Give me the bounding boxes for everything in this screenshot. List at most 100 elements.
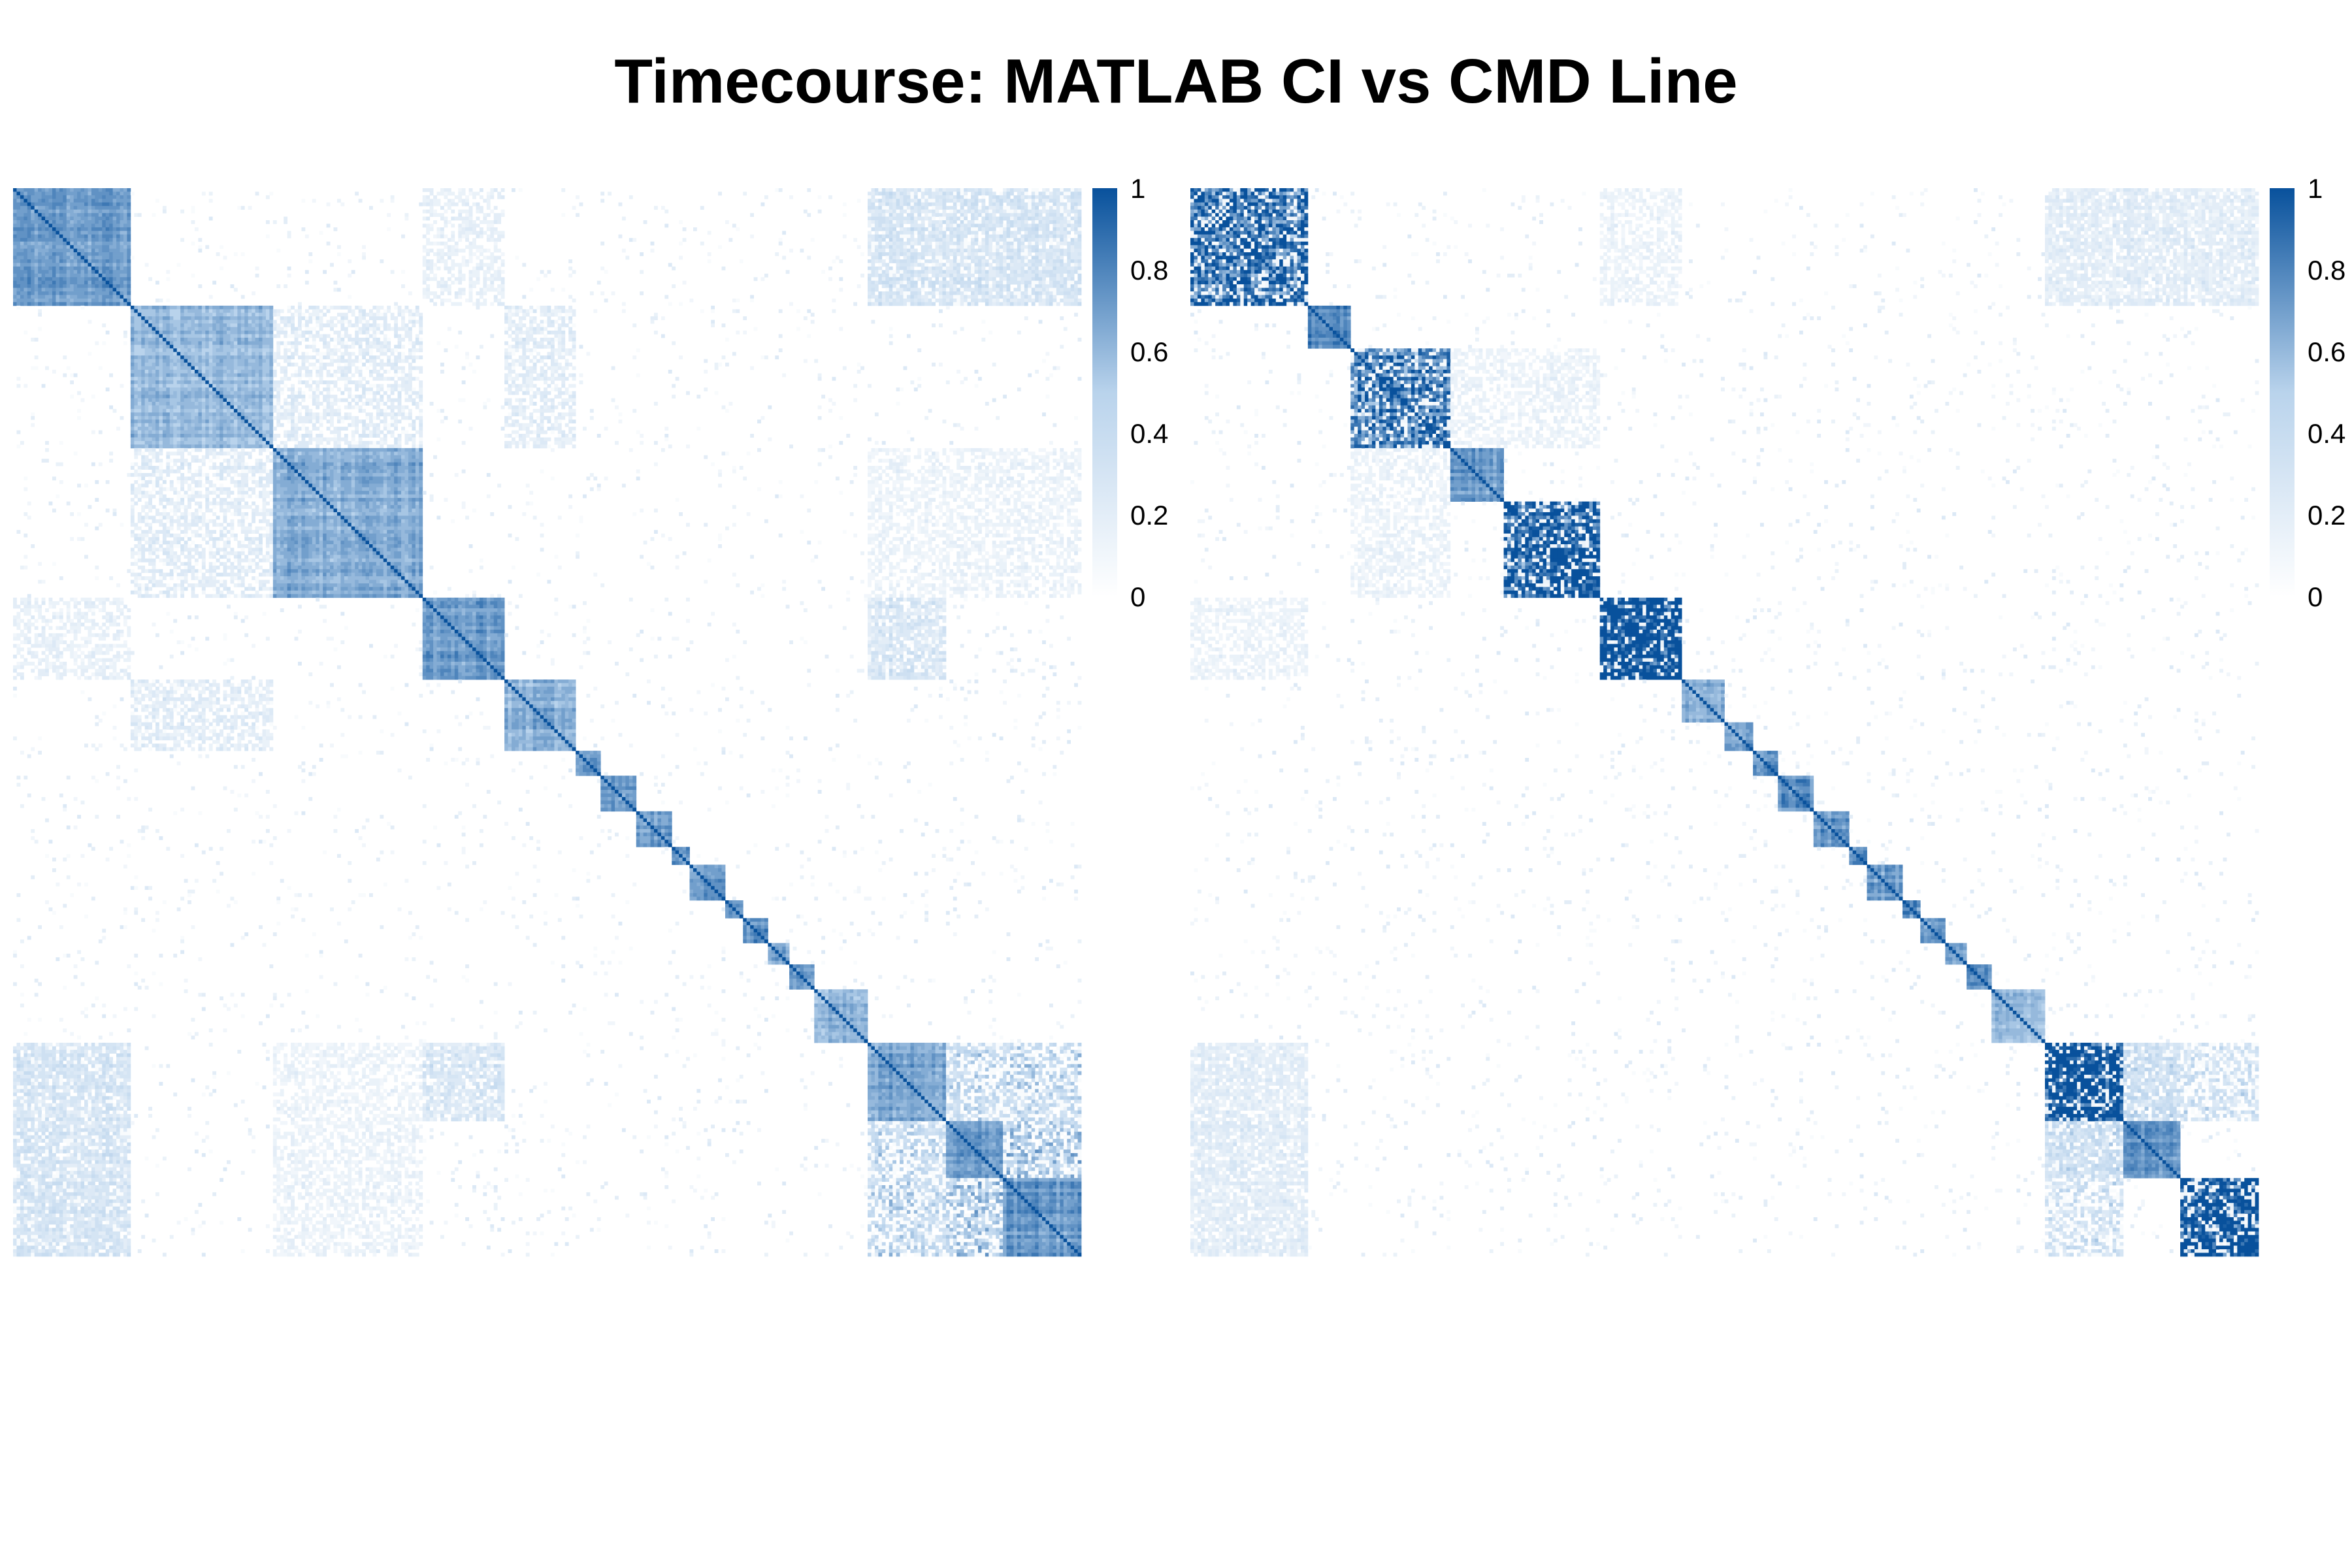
heatmap-cell xyxy=(269,191,273,195)
heatmap-cell xyxy=(1013,213,1017,217)
heatmap-cell xyxy=(889,191,893,195)
heatmap-cell xyxy=(209,391,216,395)
heatmap-cell xyxy=(202,373,209,377)
heatmap-cell xyxy=(558,345,562,349)
heatmap-cell xyxy=(45,188,49,192)
heatmap-cell xyxy=(1067,213,1071,217)
heatmap-cell xyxy=(88,199,91,203)
heatmap-cell xyxy=(113,288,117,292)
heatmap-cell xyxy=(458,191,465,195)
heatmap-cell xyxy=(1056,227,1060,231)
heatmap-cell xyxy=(220,380,223,384)
heatmap-cell xyxy=(269,370,273,374)
heatmap-cell xyxy=(875,231,879,235)
heatmap-cell xyxy=(376,348,380,352)
heatmap-cell xyxy=(56,213,59,217)
heatmap-cell xyxy=(106,263,110,267)
heatmap-cell xyxy=(113,227,117,231)
heatmap-cell xyxy=(42,277,46,281)
heatmap-cell xyxy=(348,405,351,409)
heatmap-cell xyxy=(170,306,177,310)
heatmap-cell xyxy=(629,238,633,242)
heatmap-cell xyxy=(572,323,576,327)
heatmap-cell xyxy=(946,188,957,192)
heatmap-cell xyxy=(391,195,395,199)
heatmap-cell xyxy=(241,313,245,317)
heatmap-cell xyxy=(120,259,124,263)
heatmap-cell xyxy=(981,191,985,195)
heatmap-cell xyxy=(177,352,181,356)
heatmap-cell xyxy=(391,348,395,352)
heatmap-cell xyxy=(547,323,555,327)
heatmap-cell xyxy=(27,249,31,253)
heatmap-cell xyxy=(202,331,206,335)
heatmap-cell xyxy=(953,284,957,288)
heatmap-cell xyxy=(84,213,88,217)
heatmap-cell xyxy=(230,405,234,409)
heatmap-cell xyxy=(230,323,237,327)
heatmap-cell xyxy=(372,338,376,342)
heatmap-cell xyxy=(1032,256,1039,260)
heatmap-cell xyxy=(885,220,889,224)
heatmap-cell xyxy=(561,399,576,402)
heatmap-cell xyxy=(960,302,964,306)
heatmap-cell xyxy=(1060,245,1064,249)
heatmap-cell xyxy=(230,370,234,374)
heatmap-cell xyxy=(191,210,195,214)
heatmap-cell xyxy=(775,188,779,192)
heatmap-cell xyxy=(1010,259,1014,263)
heatmap-cell xyxy=(38,231,49,235)
heatmap-cell xyxy=(551,331,562,335)
heatmap-cell xyxy=(426,231,430,235)
heatmap-cell xyxy=(512,188,515,192)
heatmap-cell xyxy=(928,217,932,221)
heatmap-cell xyxy=(95,206,120,210)
heatmap-cell xyxy=(387,348,391,352)
heatmap-cell xyxy=(683,227,687,231)
heatmap-cell xyxy=(327,380,334,384)
heatmap-cell xyxy=(917,299,921,302)
heatmap-cell xyxy=(1074,245,1081,249)
heatmap-cell xyxy=(376,313,380,317)
heatmap-cell xyxy=(35,291,39,295)
heatmap-cell xyxy=(981,295,985,299)
heatmap-cell xyxy=(1042,227,1046,231)
heatmap-cell xyxy=(280,409,284,413)
heatmap-cell xyxy=(159,345,163,349)
heatmap-cell xyxy=(102,210,109,214)
heatmap-cell xyxy=(109,217,113,221)
heatmap-cell xyxy=(155,387,159,391)
heatmap-cell xyxy=(1007,199,1011,203)
heatmap-cell xyxy=(16,195,20,199)
heatmap-cell xyxy=(141,377,145,381)
heatmap-cell xyxy=(237,313,241,317)
heatmap-cell xyxy=(889,274,893,278)
heatmap-cell xyxy=(465,224,469,228)
heatmap-cell xyxy=(191,363,203,367)
heatmap-cell xyxy=(904,295,907,299)
heatmap-cell xyxy=(1007,259,1011,263)
heatmap-cell xyxy=(248,380,252,384)
heatmap-cell xyxy=(95,256,102,260)
heatmap-cell xyxy=(234,409,238,413)
heatmap-cell xyxy=(455,217,469,221)
heatmap-cell xyxy=(269,345,273,349)
heatmap-cell xyxy=(340,334,344,338)
heatmap-cell xyxy=(508,373,512,377)
heatmap-cell xyxy=(127,238,131,242)
heatmap-cell xyxy=(1078,284,1082,288)
heatmap-cell xyxy=(904,288,907,292)
heatmap-cell xyxy=(255,313,259,317)
heatmap-cell xyxy=(391,367,395,370)
heatmap-cell xyxy=(31,270,35,274)
heatmap-cell xyxy=(56,191,67,195)
heatmap-cell xyxy=(148,377,159,381)
heatmap-cell xyxy=(212,384,216,388)
heatmap-cell xyxy=(237,387,241,391)
heatmap-cell xyxy=(878,281,882,285)
heatmap-cell xyxy=(188,395,191,399)
heatmap-cell xyxy=(220,399,223,402)
heatmap-cell xyxy=(885,195,889,199)
heatmap-cell xyxy=(910,302,914,306)
heatmap-cell xyxy=(988,245,992,249)
